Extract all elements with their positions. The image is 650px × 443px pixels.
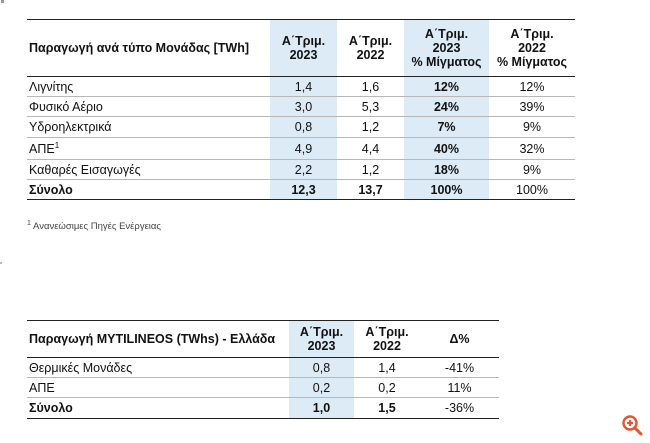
cell-value: 4,4 [337,137,404,160]
cell-value: 0,8 [270,116,337,138]
cell-value: 12% [404,76,489,97]
cell-value: 100% [489,179,575,200]
table2-header-col2: Α΄Τριμ. 2022 [354,320,420,358]
table1-header-col1: Α΄Τριμ. 2023 [270,19,337,77]
table-row: Καθαρές Εισαγωγές 2,2 1,2 18% 9% [27,159,575,180]
table-row: Υδροηλεκτρικά 0,8 1,2 7% 9% [27,116,575,138]
total-row: Σύνολο 12,3 13,7 100% 100% [27,179,575,200]
cell-value: 13,7 [337,179,404,200]
cell-value: 12% [519,79,545,94]
cell-value: 32% [489,137,575,160]
cell-value: 100% [404,179,489,200]
row-label: ΑΠΕ1 [27,137,270,160]
cell-value: 9% [489,116,575,138]
table1-header-col3: Α΄Τριμ. 2023% Μίγματος [404,19,489,77]
cell-value: 0,2 [289,377,354,398]
total-label: Σύνολο [27,397,289,419]
cell-value: 18% [404,159,489,180]
cell-value: 5,3 [337,96,404,117]
cell-value: 1,2 [337,159,404,180]
table-row: ΑΠΕ1 4,9 4,4 40% 32% [27,137,575,160]
table1-header-col4: Α΄Τριμ. 2022% Μίγματος [489,19,575,77]
cell-value: 9% [489,159,575,180]
table-row: ΑΠΕ 0,2 0,2 11% [27,377,499,398]
footnote: 1 Ανανεώσιμες Πηγές Ενέργειας [27,219,161,232]
total-row: Σύνολο 1,0 1,5 -36% [27,397,499,419]
table2-header-col3: Δ% [420,320,499,358]
cell-value: 4,9 [270,137,337,160]
table2-header-col1: Α΄Τριμ. 2023 [289,320,354,358]
cell-value: 2,2 [270,159,337,180]
generation-by-unit-table: Παραγωγή ανά τύπο Μονάδας [TWh] Α΄Τριμ. 2… [27,19,575,200]
cell-value: 1,5 [354,397,420,419]
cell-value: 1,2 [337,116,404,138]
cell-value: 1,4 [270,76,337,97]
row-label: Καθαρές Εισαγωγές [27,159,270,180]
row-label: Υδροηλεκτρικά [27,116,270,138]
cell-value: 39% [489,96,575,117]
cell-value: 24% [404,96,489,117]
cell-value: 1,0 [289,397,354,419]
cell-value: 40% [404,137,489,160]
total-label: Σύνολο [27,179,270,200]
cell-value: 3,0 [270,96,337,117]
zoom-in-icon[interactable] [621,414,643,436]
row-label: Θερμικές Μονάδες [29,360,133,375]
cell-value: 1,6 [361,79,380,94]
table1-header-col2: Α΄Τριμ. 2022 [337,19,404,77]
footnote-mark: 1 [27,219,31,227]
cell-value: 11% [420,377,499,398]
cell-value: 1,4 [378,360,396,375]
table1-header-label: Παραγωγή ανά τύπο Μονάδας [TWh] [27,19,270,77]
decorative-dot [1,0,4,3]
table-row: Θερμικές Μονάδες 0,8 1,4 -41% [27,357,499,378]
row-label: Φυσικό Αέριο [27,96,270,117]
table-row: Λιγνίτης 1,4 1,6 12% 12% [27,76,575,97]
footnote-text: Ανανεώσιμες Πηγές Ενέργειας [33,221,161,232]
table-row: Φυσικό Αέριο 3,0 5,3 24% 39% [27,96,575,117]
row-label: ΑΠΕ [27,377,289,398]
cell-value: -41% [444,360,475,375]
cell-value: -36% [420,397,499,419]
cell-value: 0,8 [289,357,354,378]
decorative-dot [0,262,2,264]
cell-value: 0,2 [354,377,420,398]
mytilineos-generation-table: Παραγωγή MYTILINEOS (TWhs) - Ελλάδα Α΄Τρ… [27,320,499,419]
cell-value: 7% [404,116,489,138]
cell-value: 12,3 [270,179,337,200]
row-label: Λιγνίτης [29,79,74,94]
table2-header-label: Παραγωγή MYTILINEOS (TWhs) - Ελλάδα [27,320,289,358]
footnote-marker: 1 [54,140,60,150]
